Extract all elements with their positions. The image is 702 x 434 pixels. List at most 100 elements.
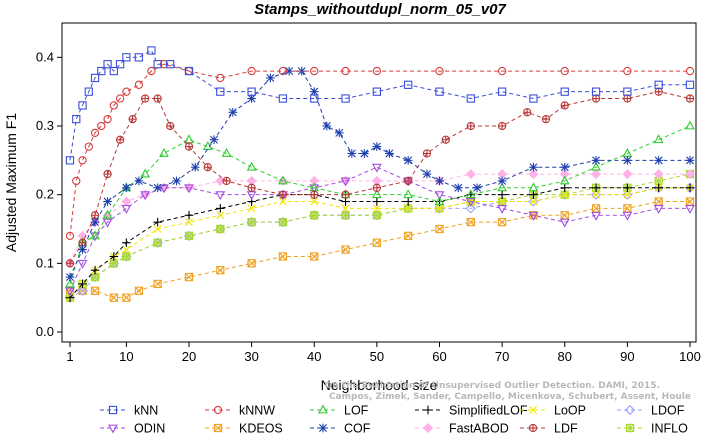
data-point	[278, 66, 288, 76]
y-axis-label: Adjusted Maximum F1	[3, 113, 19, 252]
legend-label: SimplifiedLOF	[449, 404, 528, 418]
data-point	[90, 232, 100, 242]
data-point	[371, 189, 382, 199]
data-point	[497, 176, 507, 186]
data-point	[90, 217, 100, 227]
data-point	[278, 197, 287, 206]
data-point	[341, 94, 350, 103]
data-point	[341, 204, 350, 213]
data-point	[623, 156, 632, 165]
data-point	[372, 66, 382, 76]
credit-line-authors: Campos, Zimek, Sander, Campello, Micenko…	[329, 392, 691, 402]
legend-item-inflo: INFLO	[617, 422, 688, 434]
data-point	[228, 107, 238, 117]
x-axis: 1 10 20 30 40 50 60 70 80 90 100	[66, 342, 701, 364]
data-point	[109, 66, 118, 76]
data-point	[435, 66, 444, 76]
data-point	[246, 191, 257, 201]
data-point	[435, 224, 444, 234]
data-point	[685, 94, 695, 103]
data-point	[159, 148, 169, 157]
data-point	[97, 121, 106, 131]
data-point	[216, 211, 225, 220]
data-point	[184, 134, 194, 144]
data-point	[434, 196, 445, 205]
data-point	[528, 182, 539, 192]
data-point	[246, 161, 257, 171]
data-point	[341, 210, 350, 220]
data-point	[528, 196, 539, 207]
data-point	[141, 94, 150, 103]
data-point	[591, 156, 601, 165]
data-point	[72, 114, 81, 124]
data-point	[147, 66, 156, 76]
data-point	[334, 128, 344, 138]
data-point	[435, 176, 444, 186]
data-point	[497, 66, 507, 76]
data-point	[559, 218, 570, 228]
data-point	[529, 190, 538, 199]
legend-item-knn: kNN	[100, 404, 158, 418]
plot-frame	[61, 22, 697, 343]
y-tick-label: 0.1	[36, 255, 54, 270]
data-point	[166, 121, 175, 131]
data-point	[122, 245, 131, 254]
x-tick-label: 30	[244, 349, 258, 364]
data-point	[685, 120, 695, 130]
data-point	[310, 190, 319, 199]
series-knn	[65, 46, 695, 165]
data-point	[372, 210, 382, 220]
legend-item-ldf: LDF	[520, 422, 578, 434]
data-point	[310, 66, 319, 76]
data-point	[372, 204, 381, 213]
legend-label: LOF	[344, 404, 369, 418]
legend-item-kdeos: KDEOS	[205, 422, 283, 434]
data-point	[122, 238, 131, 248]
data-point	[134, 176, 144, 186]
data-point	[497, 204, 508, 214]
data-point	[372, 197, 382, 206]
data-point	[247, 217, 256, 227]
data-point	[216, 87, 225, 96]
data-point	[215, 191, 226, 201]
data-point	[203, 163, 212, 172]
data-point	[591, 169, 602, 180]
y-tick-label: 0.0	[36, 324, 54, 339]
data-point	[65, 231, 75, 241]
legend-item-odin: ODIN	[100, 422, 165, 434]
data-point	[590, 189, 602, 200]
data-point	[184, 210, 194, 220]
data-point	[97, 66, 106, 76]
data-point	[622, 211, 633, 221]
data-point	[115, 60, 125, 69]
data-point	[404, 80, 413, 89]
x-tick-label: 90	[620, 349, 634, 364]
data-point	[84, 142, 93, 151]
x-tick-label: 70	[495, 349, 509, 364]
data-point	[184, 66, 194, 76]
data-point	[623, 190, 632, 199]
data-point	[654, 156, 664, 165]
data-point	[90, 230, 100, 240]
credit-line-paper: On the Evaluation of Unsupervised Outlie…	[325, 381, 660, 391]
data-point	[209, 135, 219, 145]
data-point	[472, 183, 482, 193]
legend-label: LDF	[554, 422, 578, 434]
data-point	[221, 148, 232, 157]
data-point	[122, 252, 131, 261]
legend: kNN kNNW LOF SimplifiedLOF LoOP LDOF ODIN KDEOS…	[100, 404, 688, 434]
data-point	[121, 204, 132, 214]
data-point	[622, 189, 633, 200]
data-point	[153, 238, 162, 248]
data-point	[122, 53, 131, 62]
data-point	[134, 53, 144, 62]
data-point	[529, 94, 538, 103]
y-tick-label: 0.4	[36, 49, 54, 64]
data-point	[102, 218, 113, 228]
data-point	[560, 190, 569, 199]
data-point	[103, 60, 112, 69]
data-point	[466, 121, 475, 131]
chart-title: Stamps_withoutdupl_norm_05_v07	[254, 1, 506, 18]
y-tick-label: 0.2	[36, 187, 54, 202]
data-point	[685, 156, 695, 165]
